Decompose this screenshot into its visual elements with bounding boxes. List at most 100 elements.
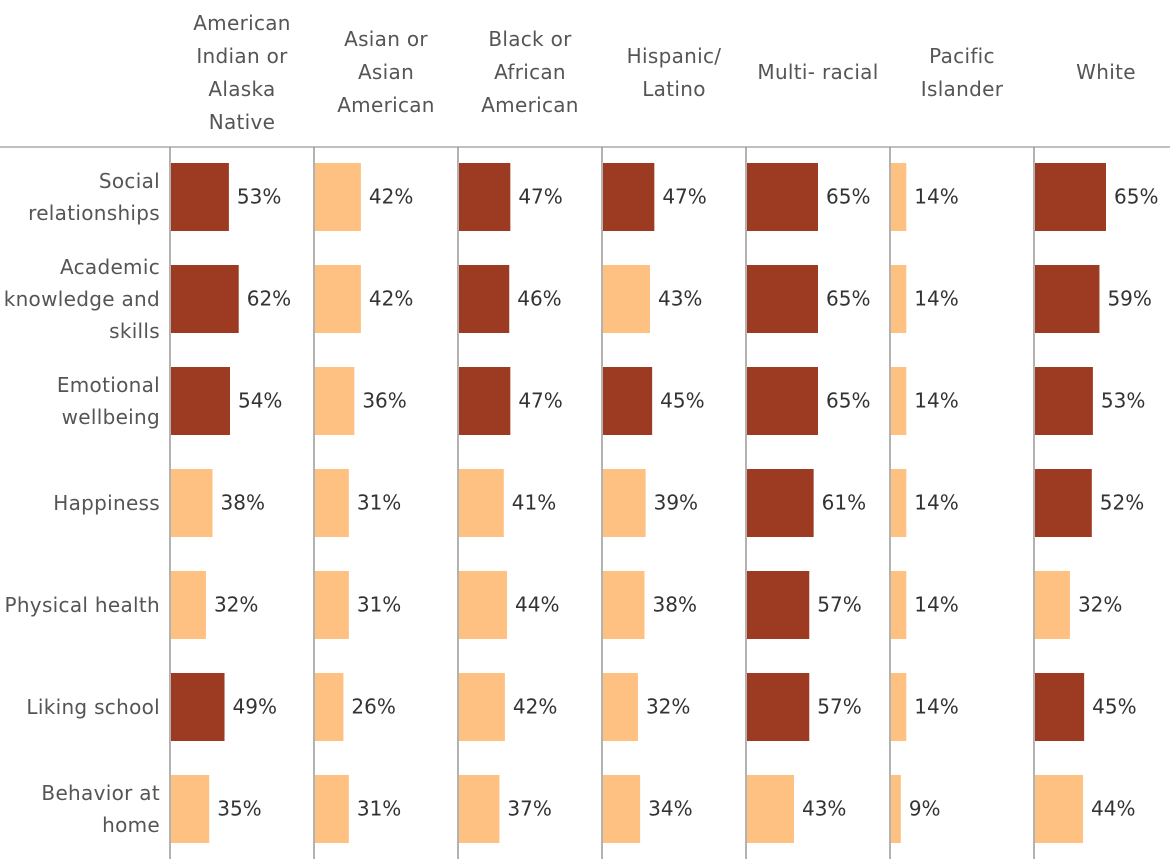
- value-label: 42%: [369, 287, 413, 311]
- value-label: 9%: [909, 797, 941, 821]
- value-label: 35%: [217, 797, 261, 821]
- row-label: Behavior at home: [41, 781, 160, 837]
- value-label: 38%: [221, 491, 265, 515]
- value-label: 32%: [1078, 593, 1122, 617]
- value-label: 47%: [518, 185, 562, 209]
- value-label: 61%: [822, 491, 866, 515]
- column-header-box: Multi- racial: [742, 0, 894, 145]
- bar: [891, 367, 907, 435]
- bar: [1035, 163, 1106, 231]
- value-label: 42%: [369, 185, 413, 209]
- value-label: 43%: [658, 287, 702, 311]
- value-label: 45%: [660, 389, 704, 413]
- column-header: Black or African American: [481, 27, 579, 117]
- value-label: 62%: [247, 287, 291, 311]
- value-label: 53%: [1101, 389, 1145, 413]
- value-label: 32%: [214, 593, 258, 617]
- value-label: 31%: [357, 797, 401, 821]
- bar: [747, 775, 794, 843]
- bar: [315, 265, 361, 333]
- value-label: 31%: [357, 593, 401, 617]
- bar: [1035, 265, 1100, 333]
- column-header-box: Hispanic/ Latino: [598, 0, 750, 145]
- bar: [459, 163, 511, 231]
- bar: [171, 265, 239, 333]
- value-label: 47%: [518, 389, 562, 413]
- bar: [459, 673, 505, 741]
- row-label-box: Happiness: [0, 453, 160, 553]
- value-label: 26%: [351, 695, 395, 719]
- value-label: 57%: [817, 593, 861, 617]
- column-header: American Indian or Alaska Native: [193, 10, 291, 134]
- bar: [891, 673, 907, 741]
- value-label: 46%: [517, 287, 561, 311]
- row-label-box: Emotional wellbeing: [0, 351, 160, 451]
- row-label-box: Academic knowledge and skills: [0, 249, 160, 349]
- value-label: 44%: [515, 593, 559, 617]
- value-label: 52%: [1100, 491, 1144, 515]
- row-label-box: Physical health: [0, 555, 160, 655]
- column-header-box: Black or African American: [454, 0, 606, 145]
- bar: [603, 775, 641, 843]
- row-label-box: Social relationships: [0, 147, 160, 247]
- value-label: 57%: [817, 695, 861, 719]
- bar: [603, 469, 646, 537]
- bar: [171, 367, 230, 435]
- row-label: Happiness: [53, 491, 160, 515]
- bar: [891, 469, 907, 537]
- value-label: 42%: [513, 695, 557, 719]
- value-label: 53%: [237, 185, 281, 209]
- value-label: 37%: [507, 797, 551, 821]
- bar: [891, 775, 901, 843]
- row-label: Liking school: [26, 695, 160, 719]
- value-label: 43%: [802, 797, 846, 821]
- column-header: White: [1076, 60, 1136, 84]
- bar: [459, 775, 500, 843]
- value-label: 45%: [1092, 695, 1136, 719]
- value-label: 41%: [512, 491, 556, 515]
- value-label: 59%: [1107, 287, 1151, 311]
- bar: [603, 571, 645, 639]
- bar: [747, 367, 818, 435]
- value-label: 14%: [914, 185, 958, 209]
- row-label: Social relationships: [28, 169, 160, 225]
- value-label: 32%: [646, 695, 690, 719]
- bar: [1035, 673, 1085, 741]
- row-label-box: Liking school: [0, 657, 160, 757]
- bar: [315, 163, 361, 231]
- row-label: Academic knowledge and skills: [3, 255, 160, 343]
- bar: [891, 265, 907, 333]
- bar: [891, 163, 907, 231]
- bar: [747, 265, 818, 333]
- bar: [1035, 775, 1084, 843]
- row-label: Physical health: [4, 593, 160, 617]
- bar: [171, 775, 210, 843]
- bar: [891, 571, 907, 639]
- column-header-box: White: [1030, 0, 1170, 145]
- value-label: 14%: [914, 491, 958, 515]
- row-label: Emotional wellbeing: [56, 373, 160, 429]
- value-label: 65%: [826, 185, 870, 209]
- column-header: Multi- racial: [757, 60, 879, 84]
- value-label: 31%: [357, 491, 401, 515]
- bar: [1035, 367, 1093, 435]
- bar: [747, 163, 818, 231]
- column-header-box: Asian or Asian American: [310, 0, 462, 145]
- bar: [315, 571, 349, 639]
- value-label: 65%: [1114, 185, 1158, 209]
- bar: [459, 265, 510, 333]
- bar: [459, 571, 508, 639]
- bar: [603, 367, 653, 435]
- column-header: Hispanic/ Latino: [626, 43, 722, 101]
- value-label: 65%: [826, 389, 870, 413]
- bar: [315, 367, 355, 435]
- bar: [1035, 571, 1070, 639]
- row-label-box: Behavior at home: [0, 759, 160, 859]
- bar: [171, 673, 225, 741]
- value-label: 54%: [238, 389, 282, 413]
- value-label: 44%: [1091, 797, 1135, 821]
- value-label: 14%: [914, 287, 958, 311]
- value-label: 14%: [914, 593, 958, 617]
